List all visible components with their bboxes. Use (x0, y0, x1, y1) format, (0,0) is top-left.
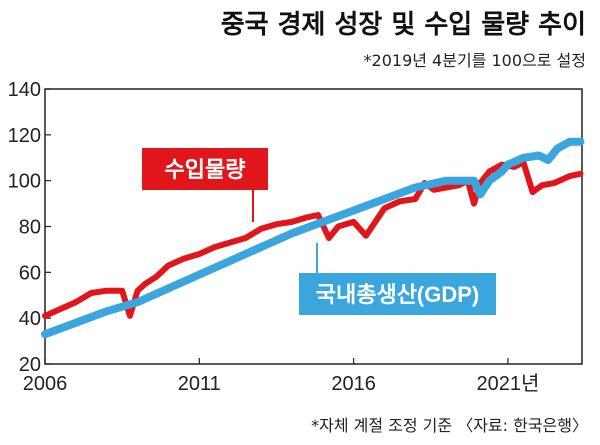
y-tick-label: 120 (8, 125, 41, 147)
y-tick-label: 80 (19, 217, 41, 239)
x-tick-label: 2016 (331, 373, 376, 395)
x-tick-label: 2006 (23, 373, 68, 395)
series-layer (41, 137, 585, 339)
y-axis: 20 40 60 80 100 120 140 (8, 79, 51, 376)
chart-subtitle: *2019년 4분기를 100으로 설정 (363, 51, 586, 70)
y-tick-label: 60 (19, 262, 41, 284)
chart-title: 중국 경제 성장 및 수입 물량 추이 (220, 10, 586, 40)
gdp-line (41, 137, 585, 339)
gdp-legend-label: 국내총생산(GDP) (316, 282, 480, 307)
imports-legend-label: 수입물량 (165, 157, 246, 182)
y-tick-label: 20 (19, 354, 41, 376)
gdp-legend-box (299, 273, 496, 315)
x-tick-label: 2021년 (476, 372, 539, 395)
y-tick-label: 100 (8, 171, 41, 193)
imports-line (42, 159, 584, 319)
y-tick-label: 40 (19, 308, 41, 330)
imports-legend-box (142, 148, 268, 190)
y-tick-label: 140 (8, 79, 41, 101)
x-tick-label: 2011 (178, 373, 221, 395)
x-axis: 2006 2011 2016 2021년 (23, 358, 539, 395)
source-footnote: *자체 계절 조정 기준 〈자료: 한국은행〉 (311, 416, 588, 435)
